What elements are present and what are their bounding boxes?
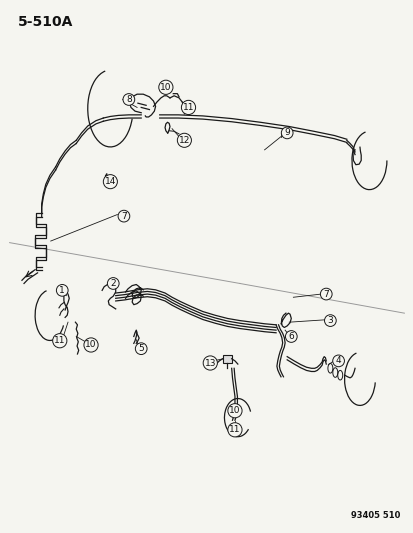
Text: 9: 9 [284,128,290,138]
Text: 8: 8 [126,95,131,104]
Text: 13: 13 [204,359,216,367]
Text: 7: 7 [121,212,126,221]
Text: 12: 12 [178,136,190,145]
Text: 4: 4 [335,357,341,366]
Text: 3: 3 [327,316,332,325]
Text: 10: 10 [160,83,171,92]
Text: 5-510A: 5-510A [18,14,73,29]
Text: 2: 2 [110,279,116,288]
Text: 11: 11 [229,425,240,434]
Text: 10: 10 [85,341,97,350]
Text: 10: 10 [229,406,240,415]
Text: 11: 11 [54,336,65,345]
Text: 11: 11 [182,103,194,112]
Text: 93405 510: 93405 510 [350,511,399,520]
Text: 6: 6 [288,332,294,341]
Text: 5: 5 [138,344,144,353]
Bar [222,354,231,363]
Text: 7: 7 [323,289,328,298]
Text: 14: 14 [104,177,116,186]
Text: 1: 1 [59,286,65,295]
